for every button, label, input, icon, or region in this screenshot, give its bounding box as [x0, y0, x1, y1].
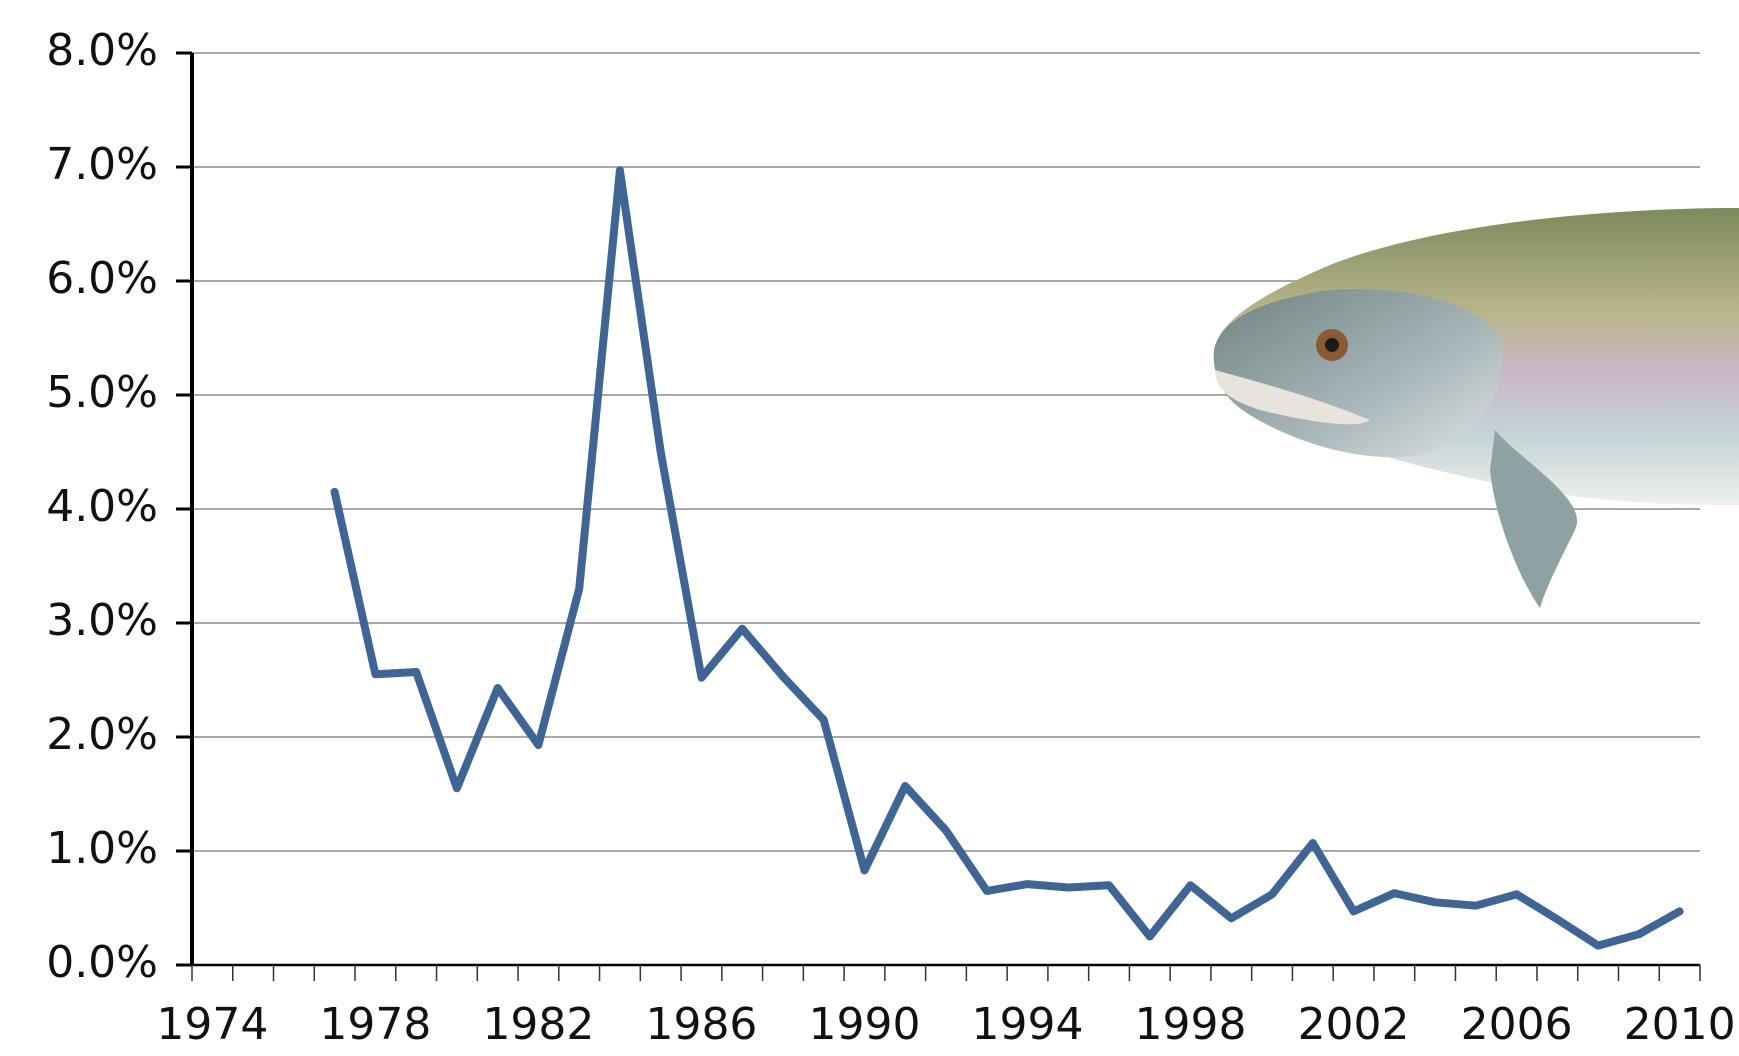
x-tick-label: 2006: [1461, 999, 1573, 1050]
y-tick-label: 2.0%: [46, 709, 158, 760]
y-tick-label: 3.0%: [46, 595, 158, 646]
fish-illustration: [1213, 208, 1739, 608]
y-tick-label: 8.0%: [46, 25, 158, 76]
x-tick-label: 1974: [156, 999, 268, 1050]
x-tick-label: 1982: [482, 999, 594, 1050]
x-tick-label: 2010: [1624, 999, 1736, 1050]
y-tick-label: 5.0%: [46, 367, 158, 418]
y-tick-label: 6.0%: [46, 253, 158, 304]
x-tick-label: 1994: [972, 999, 1084, 1050]
x-tick-label: 1990: [808, 999, 920, 1050]
data-line: [330, 166, 1684, 950]
y-tick-label: 1.0%: [46, 823, 158, 874]
y-tick-label: 7.0%: [46, 139, 158, 190]
x-tick-label: 1986: [645, 999, 757, 1050]
x-tick-label: 1998: [1135, 999, 1247, 1050]
x-tick-label: 2002: [1298, 999, 1410, 1050]
x-tick-label: 1978: [319, 999, 431, 1050]
y-tick-label: 0.0%: [46, 937, 158, 988]
y-tick-label: 4.0%: [46, 481, 158, 532]
